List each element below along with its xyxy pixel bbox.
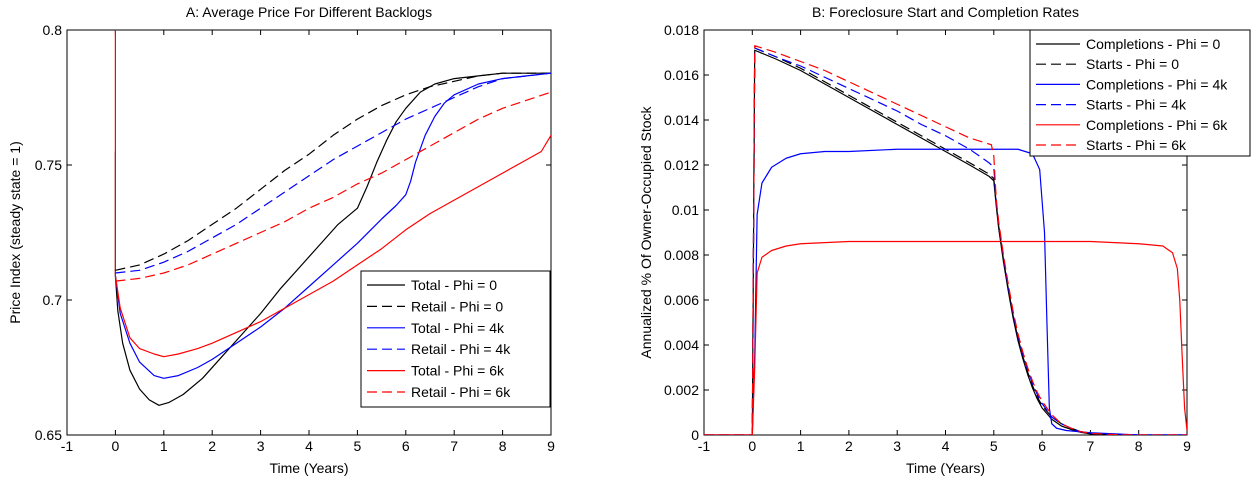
series-line-a-total-phi-4k [114, 72, 551, 379]
y-tick-label-b: 0.004 [664, 337, 699, 353]
y-tick-label-a: 0.65 [35, 427, 62, 443]
y-tick-label-b: 0.008 [664, 247, 699, 263]
legend-label-a: Retail - Phi = 0 [411, 298, 503, 314]
x-tick-label-b: 6 [1038, 438, 1046, 454]
y-tick-label-a: 0.8 [43, 22, 63, 38]
legend-box-a [360, 270, 551, 408]
x-tick-label-a: 2 [208, 438, 216, 454]
chart-title-a: A: Average Price For Different Backlogs [186, 4, 432, 20]
x-tick-label-b: 1 [797, 438, 805, 454]
legend-label-b: Completions - Phi = 6k [1086, 117, 1228, 133]
series-group-a [114, 30, 551, 406]
legend-label-a: Total - Phi = 4k [411, 320, 505, 336]
series-line-b-starts-phi-0 [704, 47, 1187, 435]
chart-a: -1 0 1 2 3 4 5 6 7 8 9 0.65 0.7 0.75 0.8 A: Average Pri… [7, 4, 555, 476]
x-tick-label-b: 0 [748, 438, 756, 454]
y-tick-label-b: 0.006 [664, 292, 699, 308]
x-tick-label-b: 7 [1087, 438, 1095, 454]
x-tick-label-a: 3 [257, 438, 265, 454]
y-tick-label-a: 0.7 [43, 292, 63, 308]
x-tick-label-b: 8 [1135, 438, 1143, 454]
x-tick-label-a: 1 [160, 438, 168, 454]
legend-box-b [1029, 29, 1251, 157]
x-axis-label-a: Time (Years) [269, 460, 348, 476]
x-axis-label-b: Time (Years) [906, 460, 985, 476]
y-tick-label-b: 0.018 [664, 22, 699, 38]
y-axis-label-b: Annualized % Of Owner-Occupied Stock [638, 105, 654, 358]
x-tick-label-b: -1 [698, 438, 711, 454]
x-tick-label-a: 0 [112, 438, 120, 454]
series-line-a-retail-phi-4k [115, 72, 551, 274]
x-tick-label-a: -1 [61, 438, 74, 454]
chart-b: -1 0 1 2 3 4 5 6 7 8 900.0020.0040.0060.0080.010.0… [638, 4, 1251, 476]
x-tick-label-a: 7 [450, 438, 458, 454]
y-tick-label-b: 0.01 [672, 202, 699, 218]
y-axis-label-a: Price Index (steady state = 1) [7, 141, 23, 323]
x-tick-label-b: 3 [893, 438, 901, 454]
legend-label-b: Completions - Phi = 4k [1086, 76, 1228, 92]
legend-label-a: Retail - Phi = 4k [411, 341, 511, 357]
y-tick-label-b: 0.014 [664, 112, 699, 128]
legend-label-a: Total - Phi = 6k [411, 363, 505, 379]
x-tick-label-a: 9 [547, 438, 555, 454]
x-tick-label-b: 4 [942, 438, 950, 454]
legend-a: Total - Phi = 0 Retail - Phi = 0 Total - P… [360, 270, 551, 408]
y-tick-label-b: 0 [691, 427, 699, 443]
x-tick-label-a: 8 [499, 438, 507, 454]
y-tick-label-a: 0.75 [35, 157, 62, 173]
series-line-b-starts-phi-6k [704, 45, 1187, 435]
legend-b: Completions - Phi = 0 Starts - Phi = 0 Com… [1029, 29, 1251, 157]
series-line-b-completions-phi-4k [704, 148, 1187, 435]
series-line-a-retail-phi-6k [115, 91, 551, 282]
y-tick-label-b: 0.016 [664, 67, 699, 83]
x-tick-label-a: 4 [305, 438, 313, 454]
legend-label-b: Starts - Phi = 6k [1086, 137, 1187, 153]
x-tick-label-b: 5 [990, 438, 998, 454]
x-tick-label-a: 6 [402, 438, 410, 454]
legend-label-b: Starts - Phi = 0 [1086, 56, 1179, 72]
legend-label-a: Total - Phi = 0 [411, 277, 497, 293]
series-group-b [704, 45, 1187, 435]
legend-label-a: Retail - Phi = 6k [411, 384, 511, 400]
chart-title-b: B: Foreclosure Start and Completion Rate… [812, 4, 1079, 20]
series-line-a-total-phi-6k [114, 134, 551, 358]
series-line-a-total-phi-0 [114, 72, 551, 406]
series-line-a-retail-phi-0 [115, 72, 551, 271]
y-tick-label-b: 0.012 [664, 157, 699, 173]
x-tick-label-b: 2 [845, 438, 853, 454]
x-tick-label-b: 9 [1183, 438, 1191, 454]
x-tick-label-a: 5 [354, 438, 362, 454]
series-line-b-completions-phi-6k [704, 240, 1187, 435]
y-tick-label-b: 0.002 [664, 382, 699, 398]
legend-label-b: Starts - Phi = 4k [1086, 97, 1187, 113]
legend-label-b: Completions - Phi = 0 [1086, 36, 1220, 52]
